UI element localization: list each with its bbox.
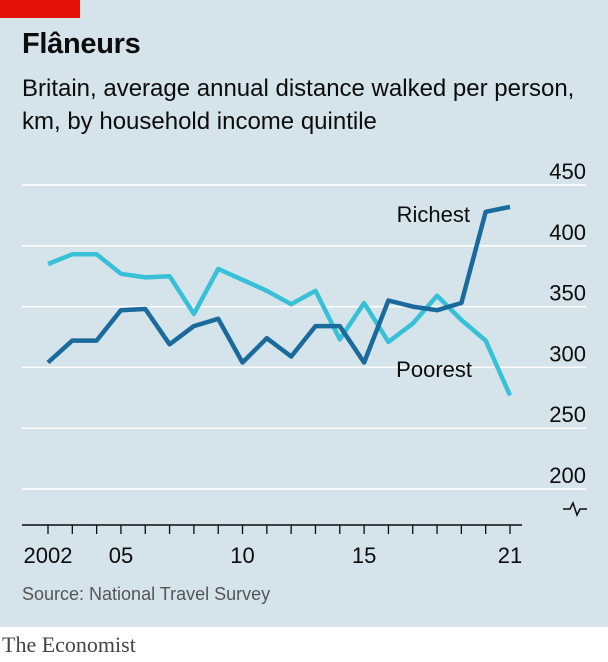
source-note: Source: National Travel Survey (22, 584, 271, 604)
x-tick-label-2002: 2002 (24, 543, 73, 568)
chart-subtitle: Britain, average annual distance walked … (22, 75, 575, 135)
y-tick-label-450: 450 (549, 159, 586, 184)
chart-title: Flâneurs (22, 28, 141, 60)
series-label-richest: Richest (397, 202, 470, 227)
axis-break-icon (563, 501, 587, 517)
line-chart: 450 400 350 300 250 200 2002 05 10 15 21 Richest P… (22, 159, 587, 568)
series-labels: Richest Poorest (396, 202, 472, 382)
y-tick-label-400: 400 (549, 220, 586, 245)
series-line-poorest (47, 252, 513, 397)
gridlines (22, 184, 586, 490)
x-tick-label-10: 10 (230, 543, 254, 568)
brand-tag (0, 0, 80, 18)
y-tick-labels: 450 400 350 300 250 200 (549, 159, 586, 488)
publisher-logo: The Economist (2, 632, 136, 657)
chart-panel (0, 0, 608, 627)
series-label-poorest: Poorest (396, 357, 472, 382)
x-axis: 2002 05 10 15 21 (22, 524, 522, 568)
series-lines (46, 204, 513, 397)
x-tick-label-05: 05 (109, 543, 133, 568)
y-tick-label-250: 250 (549, 402, 586, 427)
y-tick-label-200: 200 (549, 463, 586, 488)
series-line-richest (46, 204, 511, 365)
y-tick-label-350: 350 (549, 281, 586, 306)
x-tick-label-21: 21 (498, 543, 522, 568)
x-tick-label-15: 15 (352, 543, 376, 568)
y-tick-label-300: 300 (549, 341, 586, 366)
